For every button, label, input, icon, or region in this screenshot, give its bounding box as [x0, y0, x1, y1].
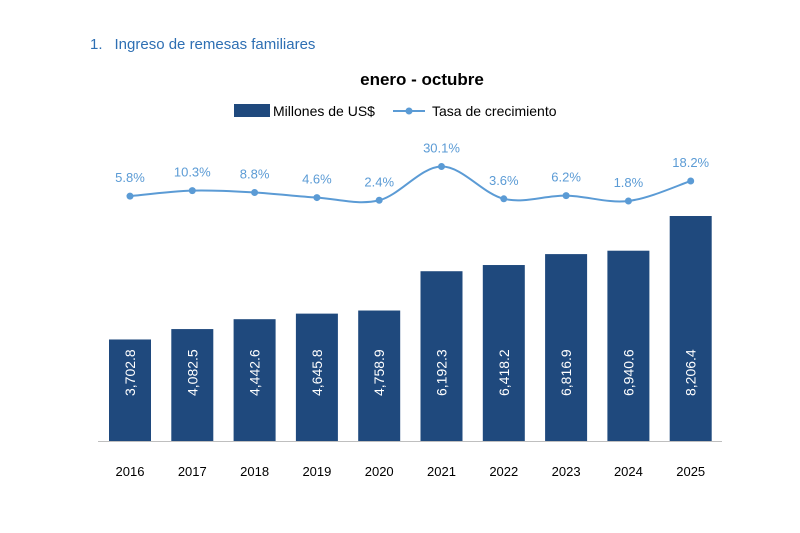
growth-point [251, 188, 259, 196]
bar-value-label: 6,940.6 [620, 349, 636, 396]
bar-value-label: 6,192.3 [434, 349, 450, 396]
bar [358, 310, 401, 441]
growth-point [313, 194, 321, 202]
x-tick-label: 2025 [676, 464, 705, 479]
section-number: 1. [90, 36, 103, 53]
bar [109, 339, 151, 441]
x-tick-label: 2017 [178, 464, 207, 479]
x-tick-label: 2024 [614, 464, 643, 479]
growth-point [500, 195, 508, 203]
growth-point [687, 177, 695, 185]
growth-point [624, 197, 632, 205]
growth-rate-label: 1.8% [614, 175, 644, 190]
x-tick-label: 2022 [489, 464, 518, 479]
growth-rate-label: 6.2% [551, 170, 581, 185]
bar [669, 216, 712, 441]
chart-title: enero - octubre [360, 70, 484, 89]
bar-value-label: 4,442.6 [247, 349, 263, 396]
bar-value-label: 4,082.5 [184, 349, 200, 396]
growth-point [562, 192, 570, 200]
growth-rate-label: 10.3% [174, 165, 211, 180]
growth-rate-label: 4.6% [302, 172, 332, 187]
bar-value-label: 4,758.9 [371, 349, 387, 396]
bar-series [109, 216, 712, 441]
growth-point [438, 162, 445, 170]
bar [171, 329, 214, 441]
legend-line-label: Tasa de crecimiento [432, 103, 557, 119]
x-tick-label: 2023 [552, 464, 581, 479]
x-axis-tick-labels: 2016 2017 2018 2019 2020 2021 2022 2023 2024 2025 [116, 464, 706, 479]
x-tick-label: 2021 [427, 464, 456, 479]
x-tick-label: 2019 [302, 464, 331, 479]
growth-point [188, 187, 196, 195]
growth-rate-label: 2.4% [364, 174, 394, 189]
bar [295, 313, 338, 441]
chart-legend: Millones de US$ Tasa de crecimiento [234, 103, 557, 119]
growth-line [129, 165, 692, 204]
bar-value-label: 6,816.9 [558, 349, 574, 396]
growth-line-series: 5.8% 10.3% 8.8% 4.6% 2.4% 30.1% 3.6% 6.2% 1.8% 18… [115, 140, 710, 205]
growth-rate-label: 30.1% [423, 140, 460, 155]
x-tick-label: 2020 [365, 464, 394, 479]
x-tick-label: 2016 [116, 464, 145, 479]
bar [233, 319, 276, 441]
growth-point [126, 192, 134, 200]
legend-bar-swatch [234, 104, 270, 117]
section-title: Ingreso de remesas familiares [114, 36, 316, 53]
bar-value-label: 4,645.8 [309, 349, 325, 396]
bar [420, 271, 463, 441]
x-tick-label: 2018 [240, 464, 269, 479]
bar-data-labels: 3,702.8 4,082.5 4,442.6 4,645.8 4,758.9 6,192… [122, 349, 699, 396]
growth-rate-label: 5.8% [115, 170, 145, 185]
bar [482, 265, 525, 441]
legend-line-marker [405, 107, 413, 115]
section-heading: 1. Ingreso de remesas familiares [90, 36, 315, 53]
growth-rate-label: 3.6% [489, 173, 519, 188]
bar-value-label: 6,418.2 [496, 349, 512, 396]
growth-rate-label: 8.8% [240, 166, 270, 181]
growth-point [375, 196, 383, 204]
bar [607, 250, 650, 441]
bar-value-label: 3,702.8 [122, 349, 138, 396]
legend-bar-label: Millones de US$ [273, 103, 375, 119]
bar [545, 254, 588, 441]
growth-rate-label: 18.2% [672, 155, 709, 170]
bar-value-label: 8,206.4 [683, 349, 699, 396]
